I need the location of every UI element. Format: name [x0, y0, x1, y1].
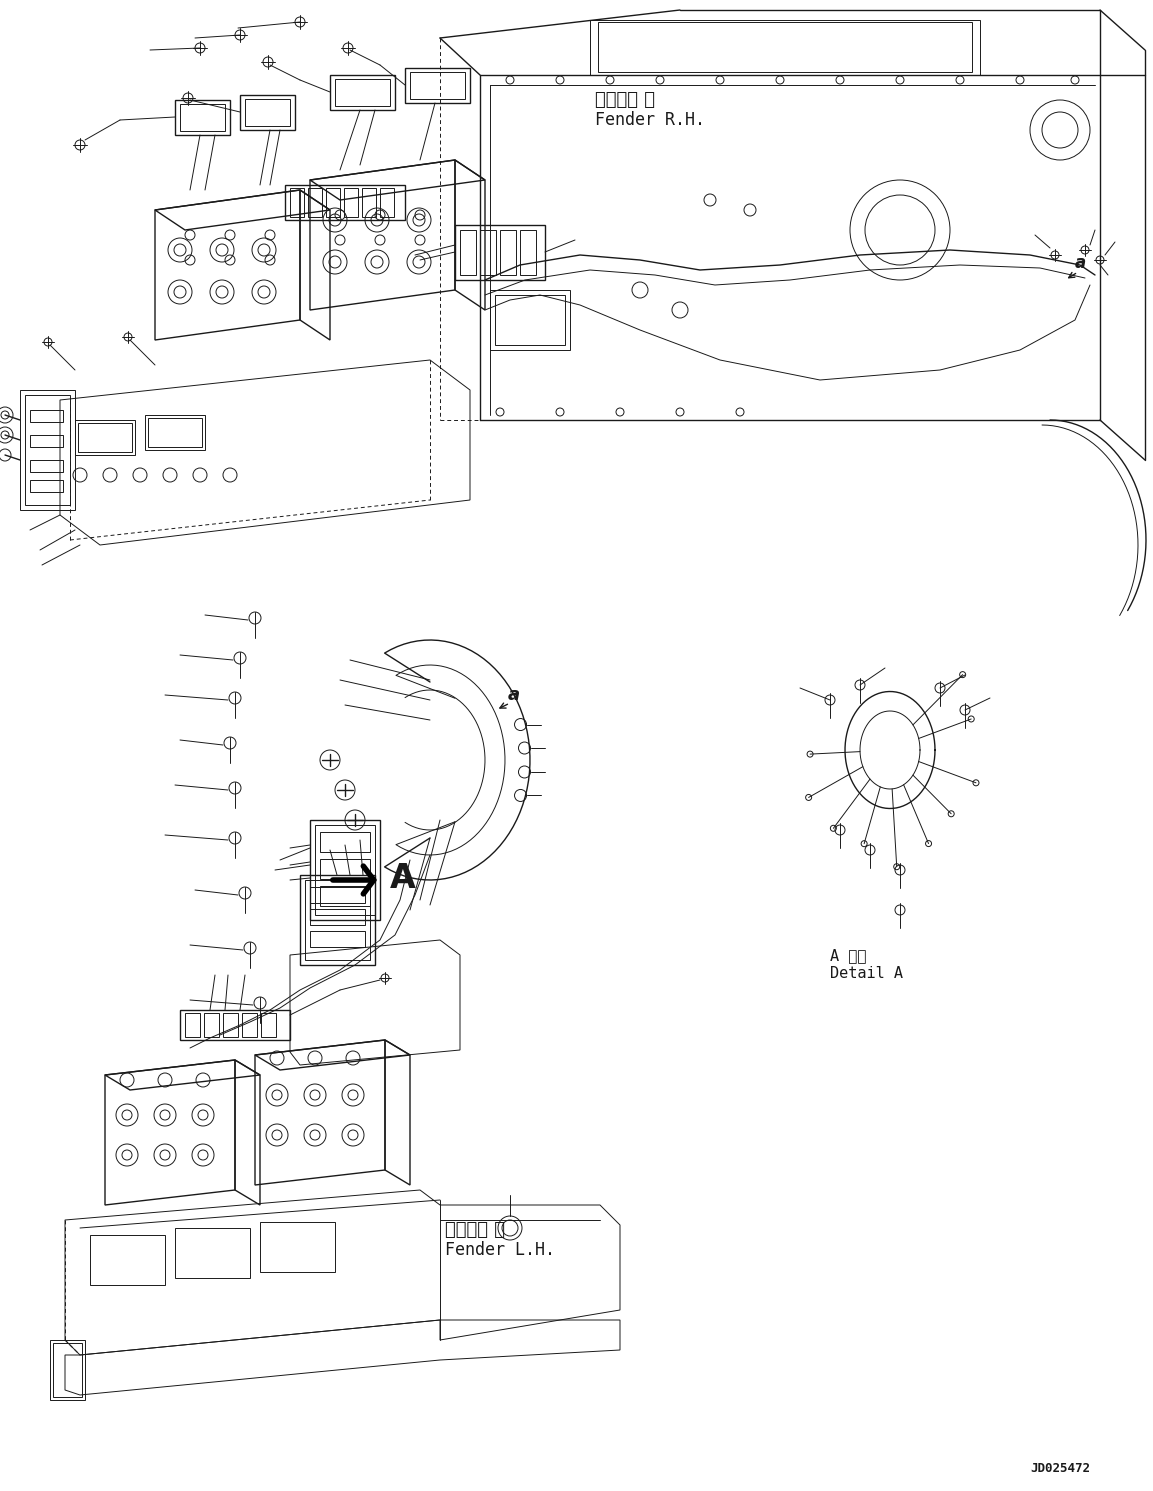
Bar — [490, 291, 570, 350]
Bar — [598, 22, 972, 72]
Bar — [455, 225, 545, 280]
Bar — [308, 188, 322, 218]
Text: フェンダ 左: フェンダ 左 — [445, 1221, 505, 1239]
Bar — [285, 185, 405, 221]
Bar — [223, 1012, 238, 1038]
Bar — [405, 69, 470, 103]
Bar — [53, 1343, 82, 1397]
Bar — [300, 875, 375, 965]
Bar — [321, 832, 370, 851]
Bar — [148, 417, 202, 447]
Bar — [520, 230, 536, 274]
Bar — [480, 230, 496, 274]
Bar — [500, 230, 517, 274]
Bar — [175, 100, 229, 136]
Text: A 詳細: A 詳細 — [830, 948, 867, 963]
Bar — [310, 930, 366, 947]
Bar — [90, 1235, 165, 1285]
Bar — [259, 1223, 336, 1272]
Bar — [291, 188, 304, 218]
Bar — [244, 98, 291, 127]
Bar — [590, 19, 980, 75]
Bar — [261, 1012, 276, 1038]
Text: a: a — [1075, 253, 1086, 271]
Bar — [20, 391, 75, 510]
Bar — [336, 79, 390, 106]
Bar — [344, 188, 357, 218]
Bar — [315, 825, 375, 915]
Bar — [310, 910, 366, 924]
Bar — [330, 75, 395, 110]
Bar — [204, 1012, 219, 1038]
Bar — [145, 414, 205, 450]
Text: A: A — [390, 862, 416, 895]
Bar — [75, 420, 135, 455]
Bar — [240, 95, 295, 130]
Bar — [321, 886, 370, 907]
Bar — [306, 880, 370, 960]
Bar — [30, 410, 63, 422]
Bar — [30, 435, 63, 447]
Bar — [410, 72, 465, 98]
Bar — [310, 887, 366, 904]
Bar — [495, 295, 565, 344]
Text: Detail A: Detail A — [830, 966, 903, 981]
Bar — [460, 230, 476, 274]
Bar — [180, 104, 225, 131]
Bar — [362, 188, 376, 218]
Bar — [30, 461, 63, 473]
Text: Fender L.H.: Fender L.H. — [445, 1241, 555, 1258]
Bar — [310, 820, 380, 920]
Bar — [78, 423, 131, 452]
Bar — [321, 859, 370, 880]
Bar — [175, 1229, 250, 1278]
Bar — [380, 188, 394, 218]
Bar — [180, 1009, 291, 1041]
Bar — [242, 1012, 257, 1038]
Bar — [50, 1340, 85, 1400]
Text: Fender R.H.: Fender R.H. — [595, 110, 704, 130]
Text: フェンダ 右: フェンダ 右 — [595, 91, 655, 109]
Text: JD025472: JD025472 — [1030, 1463, 1090, 1475]
Bar — [184, 1012, 199, 1038]
Bar — [326, 188, 340, 218]
Text: a: a — [508, 686, 520, 704]
Bar — [25, 395, 70, 505]
Bar — [30, 480, 63, 492]
